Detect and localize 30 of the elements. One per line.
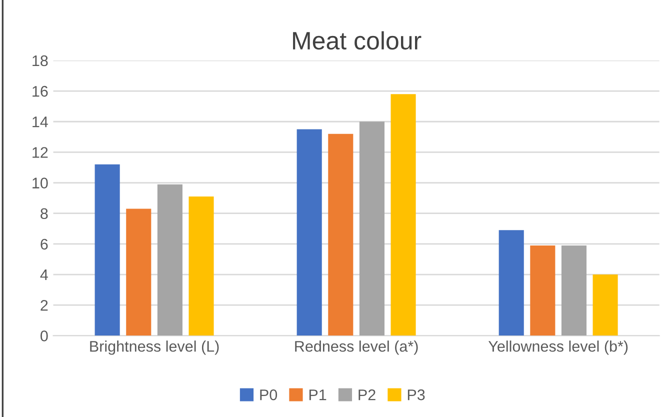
y-tick-label: 4 (40, 270, 48, 280)
bar (157, 184, 182, 336)
chart-title: Meat colour (293, 31, 422, 50)
y-tick-label: 16 (32, 86, 48, 97)
legend-label: P0 (260, 389, 278, 400)
bar (296, 129, 322, 336)
x-tick-label: Redness level (a*) (295, 340, 418, 355)
y-tick-label: 8 (40, 208, 48, 220)
legend-label: P1 (309, 390, 326, 400)
bar (561, 245, 587, 336)
y-tick-label: 12 (32, 147, 48, 158)
legend-label: P3 (408, 389, 425, 400)
y-tick-label: 14 (32, 116, 48, 128)
x-tick-label: Yellowness level (b*) (488, 340, 628, 355)
y-tick-label: 10 (32, 178, 48, 188)
y-tick-label: 2 (40, 300, 48, 311)
bar (94, 164, 120, 336)
y-tick-label: 6 (40, 238, 48, 250)
y-tick-label: 0 (40, 330, 48, 342)
bar (390, 94, 416, 336)
x-tick-label: Brightness level (L) (90, 340, 219, 355)
bar (359, 122, 384, 336)
y-tick-label: 18 (32, 55, 48, 66)
bar (188, 196, 214, 336)
bar (126, 208, 152, 336)
bar (498, 230, 524, 336)
bar (328, 134, 354, 336)
bar (530, 245, 556, 336)
bar (592, 274, 618, 336)
legend-label: P2 (358, 389, 376, 400)
